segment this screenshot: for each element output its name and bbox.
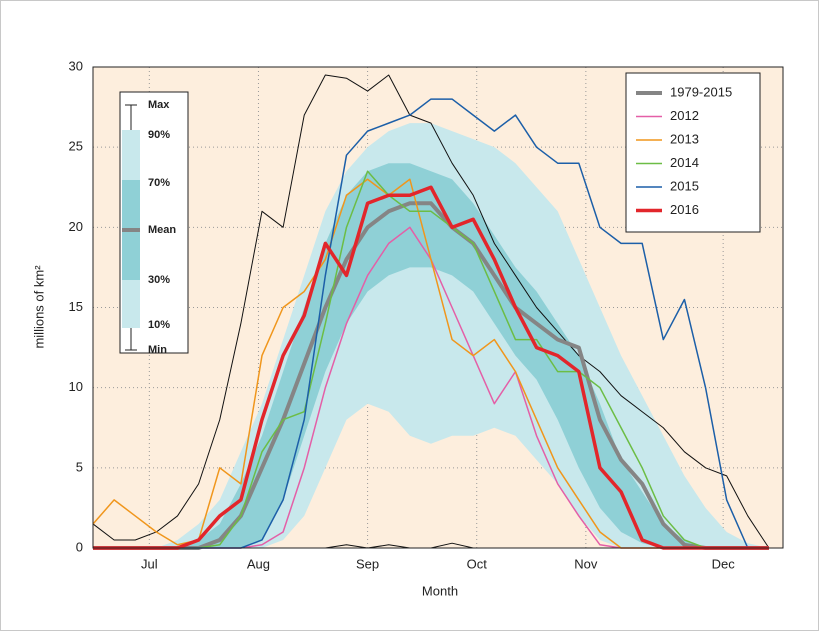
y-tick-label: 0 <box>76 539 83 554</box>
plot <box>92 66 783 550</box>
series-line <box>93 201 769 550</box>
key-label: Mean <box>148 224 176 236</box>
legend-label: 2015 <box>670 178 699 193</box>
key-label: 70% <box>148 177 170 189</box>
legend: 1979-2015 2012 2013 2014 2015 2016 <box>625 72 761 233</box>
legend-label: 2016 <box>670 202 699 217</box>
legend-label: 2014 <box>670 155 699 170</box>
key-label: 30% <box>148 274 170 286</box>
y-tick-label: 20 <box>69 219 83 234</box>
key-label: Min <box>148 344 167 356</box>
key-label: 10% <box>148 319 170 331</box>
y-tick-label: 15 <box>69 299 83 314</box>
legend-label: 2012 <box>670 108 699 123</box>
y-tick-label: 25 <box>69 139 83 154</box>
max-line <box>92 74 770 549</box>
x-tick-label: Jul <box>141 556 158 571</box>
x-tick-label: Nov <box>574 556 598 571</box>
legend-box <box>625 72 761 233</box>
legend-label: 1979-2015 <box>670 84 732 99</box>
legend-label: 2013 <box>670 131 699 146</box>
x-tick-label: Oct <box>467 556 488 571</box>
key-label: 90% <box>148 129 170 141</box>
x-tick-label: Dec <box>712 556 736 571</box>
x-tick-label: Sep <box>356 556 379 571</box>
y-tick-label: 5 <box>76 459 83 474</box>
series-line <box>93 185 769 550</box>
series-line <box>93 170 769 549</box>
band-key: Max 90% 70% Mean 30% 10% Min <box>119 91 189 356</box>
x-tick-label: Aug <box>247 556 270 571</box>
key-label: Max <box>148 99 170 111</box>
x-axis-label: Month <box>422 583 458 598</box>
y-axis-label: millions of km² <box>31 265 46 349</box>
y-tick-label: 30 <box>69 58 83 73</box>
y-tick-label: 10 <box>69 379 83 394</box>
plot-border <box>92 66 784 549</box>
